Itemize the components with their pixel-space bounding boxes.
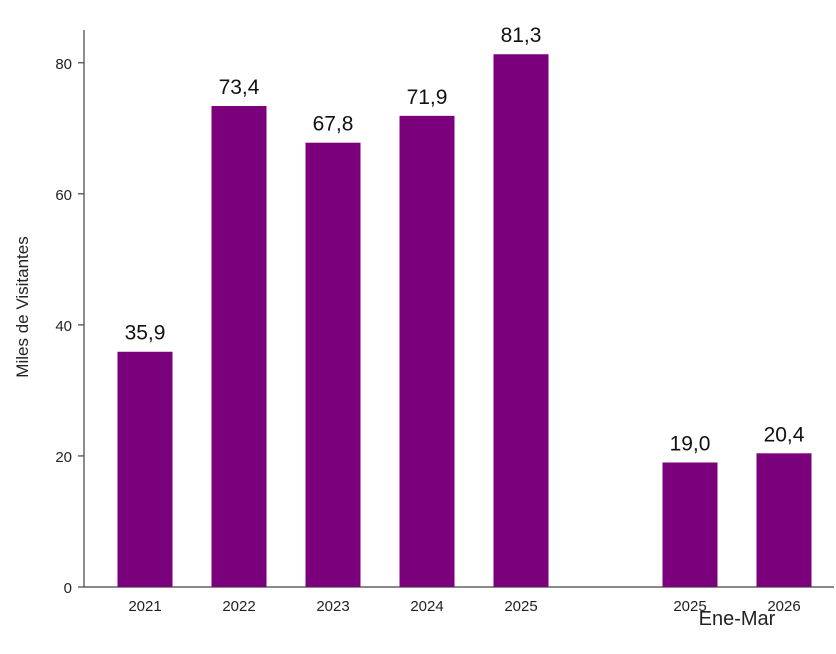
- y-tick-label: 80: [55, 56, 72, 73]
- y-tick-label: 60: [55, 187, 72, 204]
- x-tick-label: 2024: [410, 598, 443, 615]
- y-tick-label: 40: [55, 318, 72, 335]
- data-label: 35,9: [125, 322, 166, 345]
- data-label: 67,8: [313, 113, 354, 136]
- x-tick-label: 2021: [128, 598, 161, 615]
- data-label: 19,0: [670, 432, 711, 455]
- bar: [493, 54, 549, 587]
- x-tick-label: 2025: [504, 598, 537, 615]
- y-tick-label: 20: [55, 449, 72, 466]
- data-label: 81,3: [501, 24, 542, 47]
- bar: [117, 351, 173, 587]
- x-tick-label: 2023: [316, 598, 349, 615]
- group-label: Ene-Mar: [699, 608, 776, 630]
- x-tick-labels-group: 2021 2022 2023 2024 2025 2025 2026: [128, 598, 800, 615]
- y-axis-title: Miles de Visitantes: [13, 236, 32, 377]
- data-label: 20,4: [764, 423, 805, 446]
- bar: [756, 453, 812, 587]
- x-tick-label: 2022: [222, 598, 255, 615]
- y-axis: 0 20 40 60 80: [55, 30, 85, 597]
- bar: [399, 115, 455, 587]
- bars-group: [117, 54, 812, 588]
- bar: [211, 106, 267, 588]
- x-tick-label: 2025: [673, 598, 706, 615]
- data-labels-group: 35,9 73,4 67,8 71,9 81,3 19,0 20,4: [125, 24, 805, 455]
- x-tick-label: 2026: [767, 598, 800, 615]
- data-label: 73,4: [219, 76, 260, 99]
- y-tick-label: 0: [64, 580, 72, 597]
- data-label: 71,9: [407, 86, 448, 109]
- bar: [662, 462, 718, 587]
- bar: [305, 142, 361, 588]
